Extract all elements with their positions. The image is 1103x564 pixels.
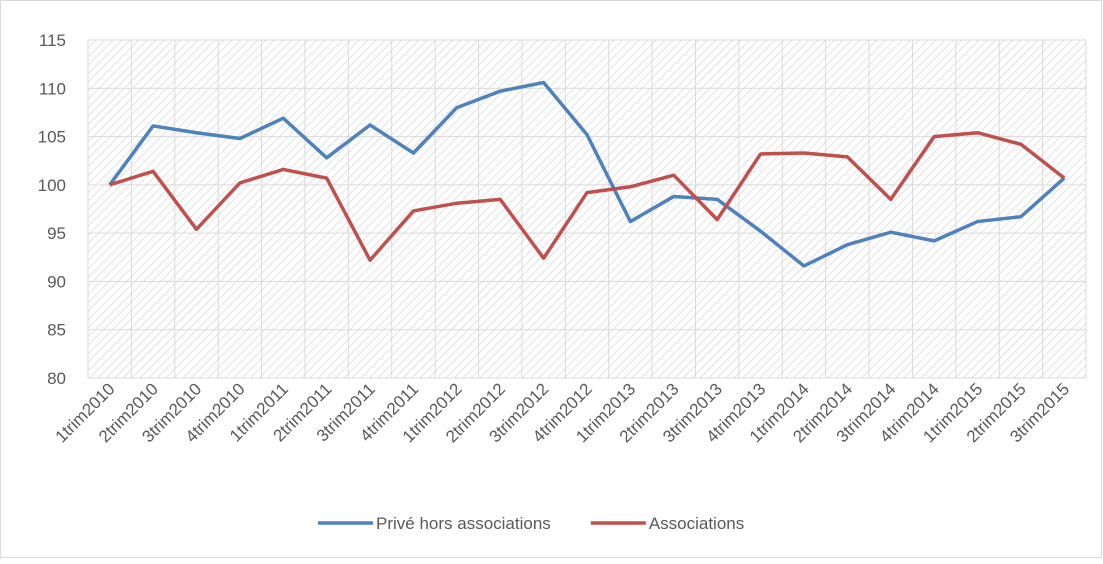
y-tick-label: 80	[47, 369, 66, 388]
y-tick-label: 100	[38, 176, 66, 195]
y-tick-label: 95	[47, 224, 66, 243]
legend-label: Associations	[649, 514, 744, 533]
series-line	[108, 80, 1066, 268]
y-tick-label: 90	[47, 272, 66, 291]
series-line	[109, 130, 1066, 262]
y-tick-label: 85	[47, 321, 66, 340]
y-tick-label: 105	[38, 128, 66, 147]
y-tick-label: 115	[39, 31, 66, 50]
legend-label: Privé hors associations	[376, 514, 551, 533]
y-tick-label: 110	[39, 79, 66, 98]
plot-area	[88, 40, 1086, 378]
